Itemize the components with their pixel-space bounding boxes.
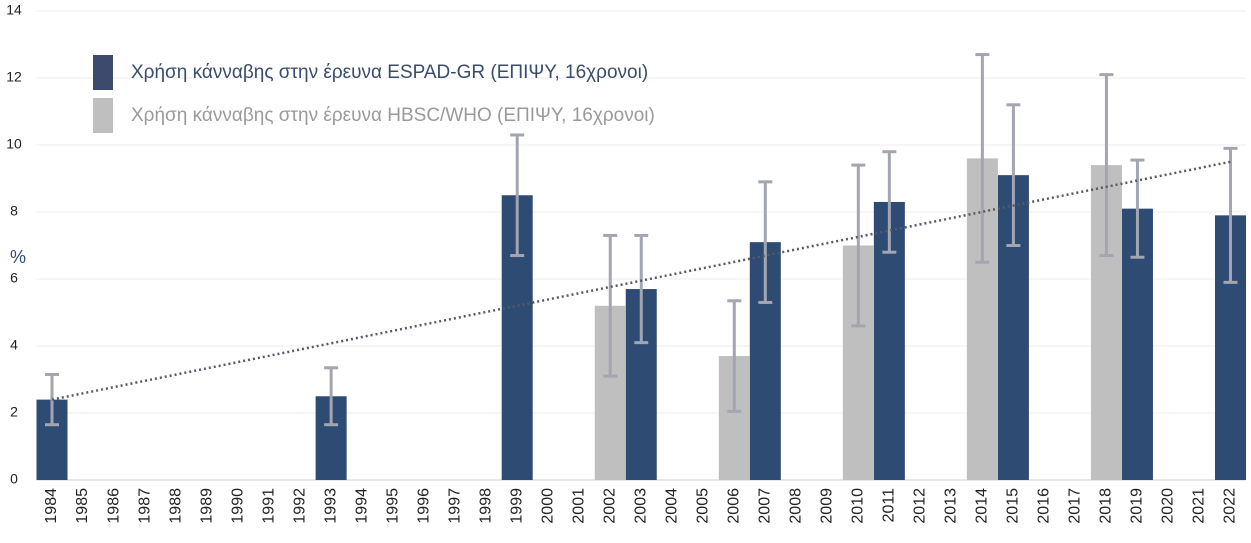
x-tick-label: 2018	[1098, 488, 1115, 524]
x-tick-label: 1986	[105, 488, 122, 524]
x-tick-label: 2014	[974, 488, 991, 524]
error-bar	[882, 150, 897, 254]
x-tick-label: 1996	[415, 488, 432, 524]
y-tick-label: 14	[6, 2, 22, 18]
x-tick-label: 1988	[167, 488, 184, 524]
y-tick-label: 4	[10, 337, 18, 353]
x-tick-label: 2001	[570, 488, 587, 524]
x-tick-label: 2019	[1129, 488, 1146, 524]
y-tick-label: 10	[6, 136, 22, 152]
legend-label: Χρήση κάνναβης στην έρευνα HBSC/WHO (ΕΠΙ…	[131, 105, 655, 126]
error-bar	[634, 233, 649, 345]
error-bar	[975, 53, 990, 264]
x-tick-label: 2000	[539, 488, 556, 524]
x-tick-label: 2015	[1005, 488, 1022, 524]
error-bar	[727, 299, 742, 413]
x-tick-label: 1995	[384, 488, 401, 524]
error-bar	[324, 366, 339, 427]
x-tick-label: 1993	[322, 488, 339, 524]
y-axis-label: %	[10, 247, 26, 267]
error-bar	[1223, 146, 1238, 284]
x-tick-label: 2002	[601, 488, 618, 524]
error-bar	[510, 133, 525, 258]
legend-label: Χρήση κάνναβης στην έρευνα ESPAD-GR (ΕΠΙ…	[131, 62, 648, 83]
error-bar	[758, 180, 773, 304]
x-tick-label: 2009	[819, 488, 836, 524]
error-bar	[1130, 158, 1145, 259]
x-tick-label: 1985	[74, 488, 91, 524]
x-tick-label: 2022	[1222, 488, 1239, 524]
x-tick-label: 2017	[1067, 488, 1084, 524]
x-tick-label: 1991	[260, 488, 277, 524]
y-tick-label: 12	[6, 69, 22, 85]
error-bar	[1006, 103, 1021, 247]
trendline	[51, 160, 1231, 401]
legend-swatch	[93, 98, 113, 133]
error-bar	[603, 233, 618, 378]
x-tick-label: 2005	[694, 488, 711, 524]
x-tick-label: 1989	[198, 488, 215, 524]
x-tick-label: 2021	[1191, 488, 1208, 524]
x-tick-label: 1997	[446, 488, 463, 524]
x-tick-label: 2013	[943, 488, 960, 524]
x-tick-label: 2006	[726, 488, 743, 524]
legend-swatch	[93, 55, 113, 90]
x-tick-label: 1990	[229, 488, 246, 524]
error-bar	[1099, 73, 1114, 258]
x-tick-label: 1992	[291, 488, 308, 524]
error-bar	[851, 163, 866, 328]
x-tick-label: 2011	[881, 488, 898, 523]
x-tick-label: 2004	[663, 488, 680, 524]
y-tick-label: 6	[10, 270, 18, 286]
y-tick-label: 0	[10, 471, 18, 487]
x-tick-label: 2016	[1036, 488, 1053, 524]
x-tick-label: 1994	[353, 488, 370, 524]
x-tick-label: 2003	[632, 488, 649, 524]
x-tick-label: 2007	[757, 488, 774, 524]
x-tick-label: 2010	[850, 488, 867, 524]
y-tick-label: 8	[10, 203, 18, 219]
x-tick-label: 1987	[136, 488, 153, 524]
x-tick-label: 2012	[912, 488, 929, 524]
x-tick-label: 2008	[788, 488, 805, 524]
x-tick-label: 2020	[1160, 488, 1177, 524]
x-tick-label: 1984	[43, 488, 60, 524]
x-tick-label: 1999	[508, 488, 525, 524]
x-tick-label: 1998	[477, 488, 494, 524]
y-tick-label: 2	[10, 404, 18, 420]
